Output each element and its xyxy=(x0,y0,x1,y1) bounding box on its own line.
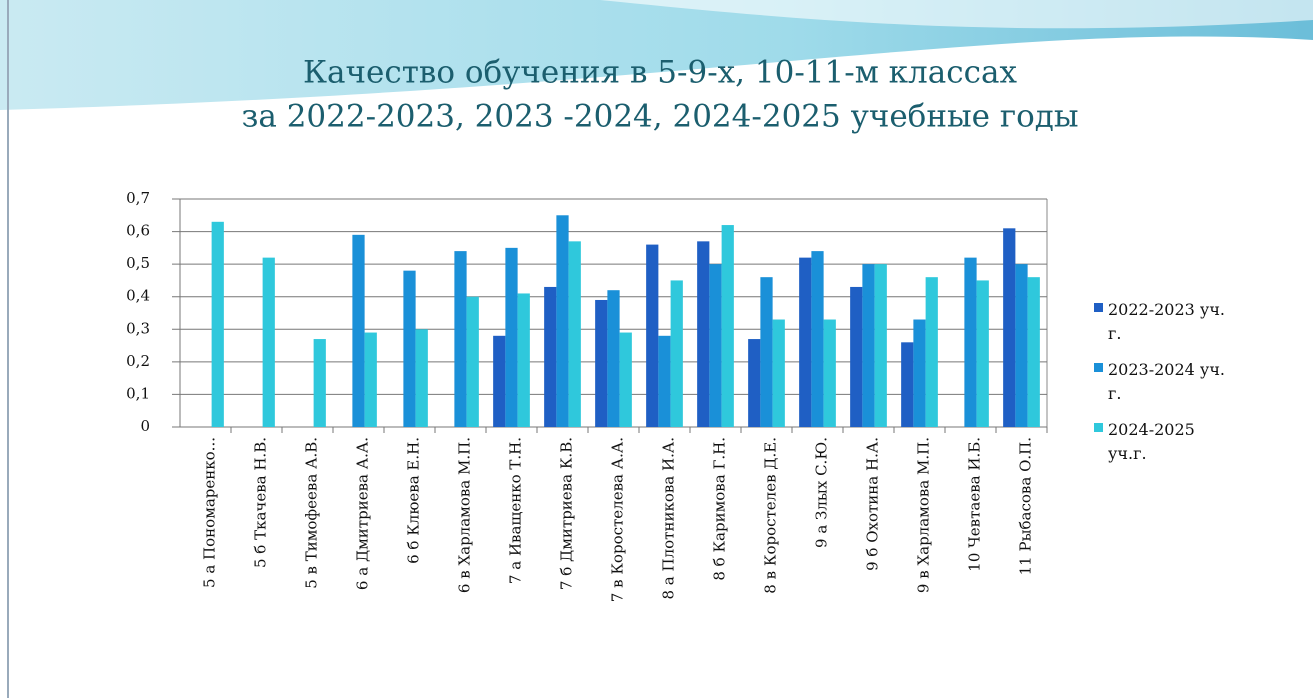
legend-item: 2024-2025 уч.г. xyxy=(1094,418,1274,466)
bar xyxy=(262,257,275,427)
x-tick-label: 8 в Коростелев Д.Е. xyxy=(762,437,780,594)
bar xyxy=(1015,264,1028,427)
bar xyxy=(415,329,428,427)
bar xyxy=(544,286,557,427)
bar xyxy=(505,247,518,427)
bar xyxy=(493,335,506,427)
x-tick-label: 8 а Плотникова И.А. xyxy=(660,437,678,600)
x-tick-label: 5 а Пономаренко... xyxy=(201,437,219,588)
legend: 2022-2023 уч. г. 2023-2024 уч. г. 2024-202… xyxy=(1094,298,1274,478)
bar xyxy=(454,251,467,427)
legend-label: 2023-2024 уч. г. xyxy=(1108,360,1226,403)
x-tick-label: 6 а Дмитриева А.А. xyxy=(354,437,372,590)
x-tick-label: 7 в Коростелева А.А. xyxy=(609,437,627,602)
bar xyxy=(313,339,326,427)
x-tick-label: 5 в Тимофеева А.В. xyxy=(303,437,321,589)
bar xyxy=(466,296,479,427)
bar xyxy=(964,257,977,427)
bar xyxy=(619,332,632,427)
x-tick-label: 10 Чевтаева И.Б. xyxy=(966,437,984,572)
bar xyxy=(709,264,722,427)
legend-swatch xyxy=(1094,363,1103,372)
chart-subtitle: за 2022-2023, 2023 -2024, 2024-2025 учеб… xyxy=(241,99,1078,135)
y-tick-label: 0,3 xyxy=(126,319,150,337)
x-tick-label: 5 б Ткачева Н.В. xyxy=(252,437,270,568)
y-tick-label: 0,5 xyxy=(126,254,150,272)
legend-item: 2022-2023 уч. г. xyxy=(1094,298,1274,346)
bar xyxy=(211,221,224,427)
y-tick-label: 0 xyxy=(140,417,150,435)
bar xyxy=(670,280,683,427)
decor-swoosh xyxy=(0,0,1313,110)
bar xyxy=(811,251,824,427)
y-tick-label: 0,7 xyxy=(126,189,150,207)
bar xyxy=(595,299,608,427)
bar xyxy=(760,277,773,427)
bar xyxy=(925,277,938,427)
bar xyxy=(823,319,836,427)
y-tick-label: 0,6 xyxy=(126,222,150,240)
decor-highlight xyxy=(600,0,1313,29)
bar xyxy=(721,225,734,427)
bar xyxy=(568,241,581,427)
bar xyxy=(556,215,569,427)
bar xyxy=(1003,228,1016,427)
bar xyxy=(748,339,761,427)
bar xyxy=(352,234,365,427)
legend-swatch xyxy=(1094,423,1103,432)
legend-item: 2023-2024 уч. г. xyxy=(1094,358,1274,406)
bar xyxy=(403,270,416,427)
bar xyxy=(658,335,671,427)
x-tick-label: 6 в Харламова М.П. xyxy=(456,437,474,593)
y-tick-label: 0,2 xyxy=(126,352,150,370)
x-tick-label: 7 а Иващенко Т.Н. xyxy=(507,437,525,584)
x-tick-label: 9 б Охотина Н.А. xyxy=(864,437,882,571)
bar xyxy=(517,293,530,427)
x-tick-label: 9 а Злых С.Ю. xyxy=(813,437,831,548)
x-tick-label: 9 в Харламова М.П. xyxy=(915,437,933,593)
bar xyxy=(874,264,887,427)
legend-label: 2022-2023 уч. г. xyxy=(1108,300,1226,343)
bar xyxy=(850,286,863,427)
bar xyxy=(1027,277,1040,427)
y-tick-label: 0,4 xyxy=(126,287,150,305)
bar xyxy=(364,332,377,427)
x-tick-label: 8 б Каримова Г.Н. xyxy=(711,437,729,581)
bar xyxy=(976,280,989,427)
bar xyxy=(646,244,659,427)
bar xyxy=(772,319,785,427)
bar xyxy=(901,342,914,427)
bar xyxy=(697,241,710,427)
legend-label: 2024-2025 уч.г. xyxy=(1108,420,1195,463)
bar xyxy=(862,264,875,427)
bar xyxy=(913,319,926,427)
y-tick-label: 0,1 xyxy=(126,384,150,402)
x-tick-label: 11 Рыбасова О.П. xyxy=(1017,437,1035,575)
x-tick-label: 6 б Клюева Е.Н. xyxy=(405,437,423,564)
legend-swatch xyxy=(1094,303,1103,312)
x-tick-label: 7 б Дмитриева К.В. xyxy=(558,437,576,590)
bar xyxy=(607,290,620,427)
bar xyxy=(799,257,812,427)
chart-title: Качество обучения в 5-9-х, 10-11-м класс… xyxy=(303,55,1017,91)
